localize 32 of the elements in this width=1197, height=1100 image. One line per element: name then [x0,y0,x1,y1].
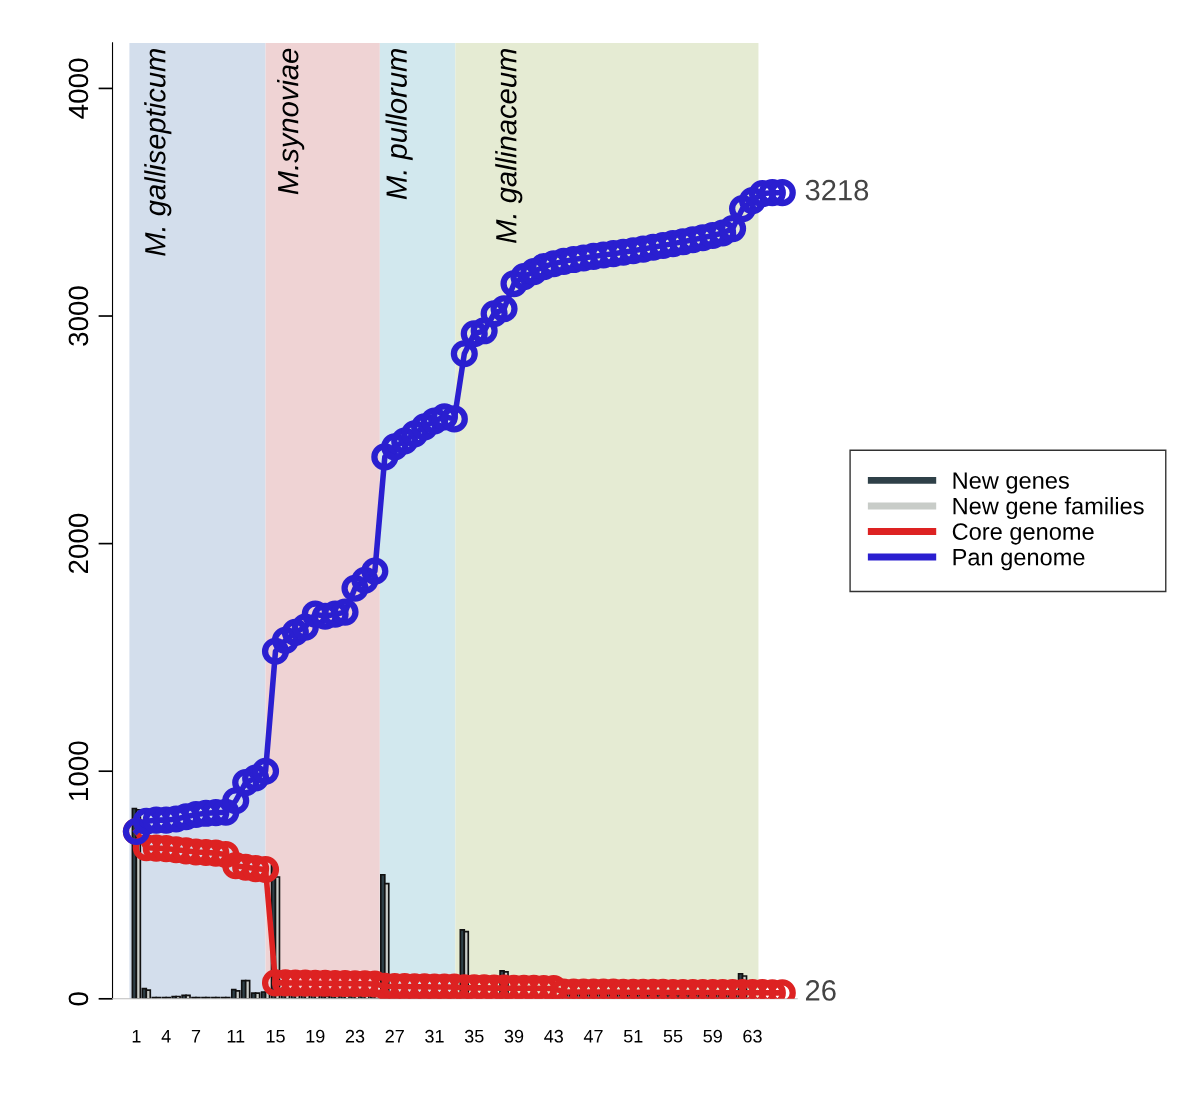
x-tick-label: 7 [191,1030,201,1043]
band-label: M. gallinaceum [495,49,523,243]
x-tick-label: 31 [425,1029,444,1043]
x-tick-label: 23 [345,1029,365,1043]
x-tick-label: 35 [464,1029,484,1043]
x-tick-label: 19 [306,1029,325,1043]
x-tick-label: 51 [623,1030,643,1043]
x-tick-label: 43 [544,1029,563,1043]
x-tick-label: 55 [663,1030,683,1043]
x-tick-label: 4 [161,1030,171,1043]
x-tick-label: 63 [743,1029,762,1043]
band-label: M. gallisepticum [144,49,172,256]
legend-label: Pan genome [953,549,1085,571]
legend-label: New gene families [953,497,1144,520]
y-tick-label: 4000 [68,58,89,119]
text: 3218 [805,179,869,201]
x-tick-label: 59 [703,1029,722,1043]
band-label: M.synoviae [277,48,305,195]
x-tick-label: 11 [227,1030,245,1043]
x-tick-label: 47 [583,1030,603,1043]
y-tick-label: 1000 [68,741,89,800]
band-label: M. pullorum [385,49,413,200]
legend-label: New genes [953,472,1069,494]
x-tick-label: 1 [132,1030,141,1043]
text: 26 [805,980,836,1001]
y-tick-label: 2000 [68,513,89,574]
x-tick-label: 39 [504,1029,524,1043]
x-tick-label: 27 [385,1029,404,1043]
y-tick-label: 0 [68,992,89,1006]
x-tick-label: 15 [266,1030,285,1043]
y-tick-label: 3000 [68,286,89,346]
legend-label: Core genome [952,523,1094,545]
